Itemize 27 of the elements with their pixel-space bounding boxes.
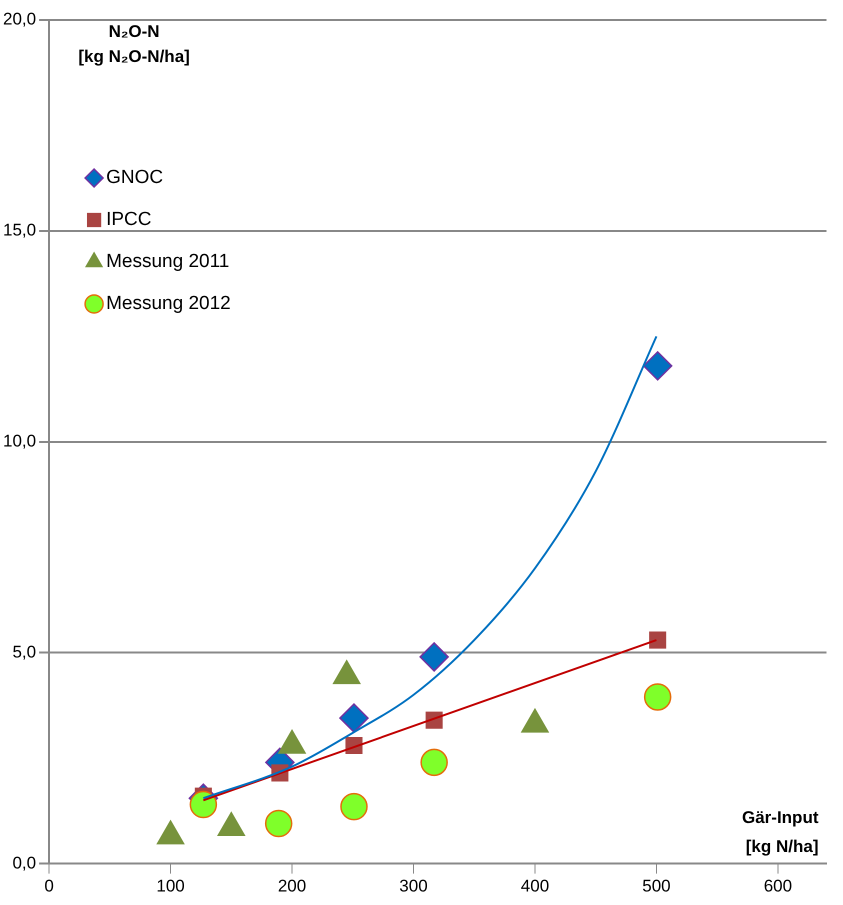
x-tick-label: 400 (520, 876, 550, 896)
point (649, 632, 666, 649)
y-tick-label: 15,0 (2, 220, 36, 240)
point (419, 642, 449, 672)
y-tick-label: 5,0 (12, 642, 36, 662)
y-tick-label: 10,0 (2, 431, 36, 450)
x-tick-label: 100 (156, 876, 185, 896)
x-tick-label: 0 (44, 876, 54, 896)
point (642, 351, 672, 381)
legend-label: GNOC (106, 167, 164, 188)
x-tick-label: 600 (764, 876, 792, 896)
legend-label: Messung 2011 (106, 251, 230, 272)
point (264, 810, 292, 838)
legend-label: IPCC (106, 209, 152, 230)
y-axis-title: N₂O-N [kg N₂O-N/ha] (78, 22, 190, 66)
y-tick-label: 20,0 (2, 10, 36, 29)
x-tick-label: 500 (642, 876, 671, 896)
point (190, 790, 218, 818)
point (644, 683, 672, 711)
x-axis-title: Gär-Input [kg N/ha] (742, 808, 819, 856)
x-tick-label: 300 (399, 876, 428, 896)
legend-label: Messung 2012 (106, 293, 231, 314)
point (420, 748, 448, 776)
point (340, 792, 368, 820)
point (339, 703, 369, 733)
x-tick-label: 200 (278, 876, 306, 896)
y-tick-label: 0,0 (12, 853, 36, 872)
